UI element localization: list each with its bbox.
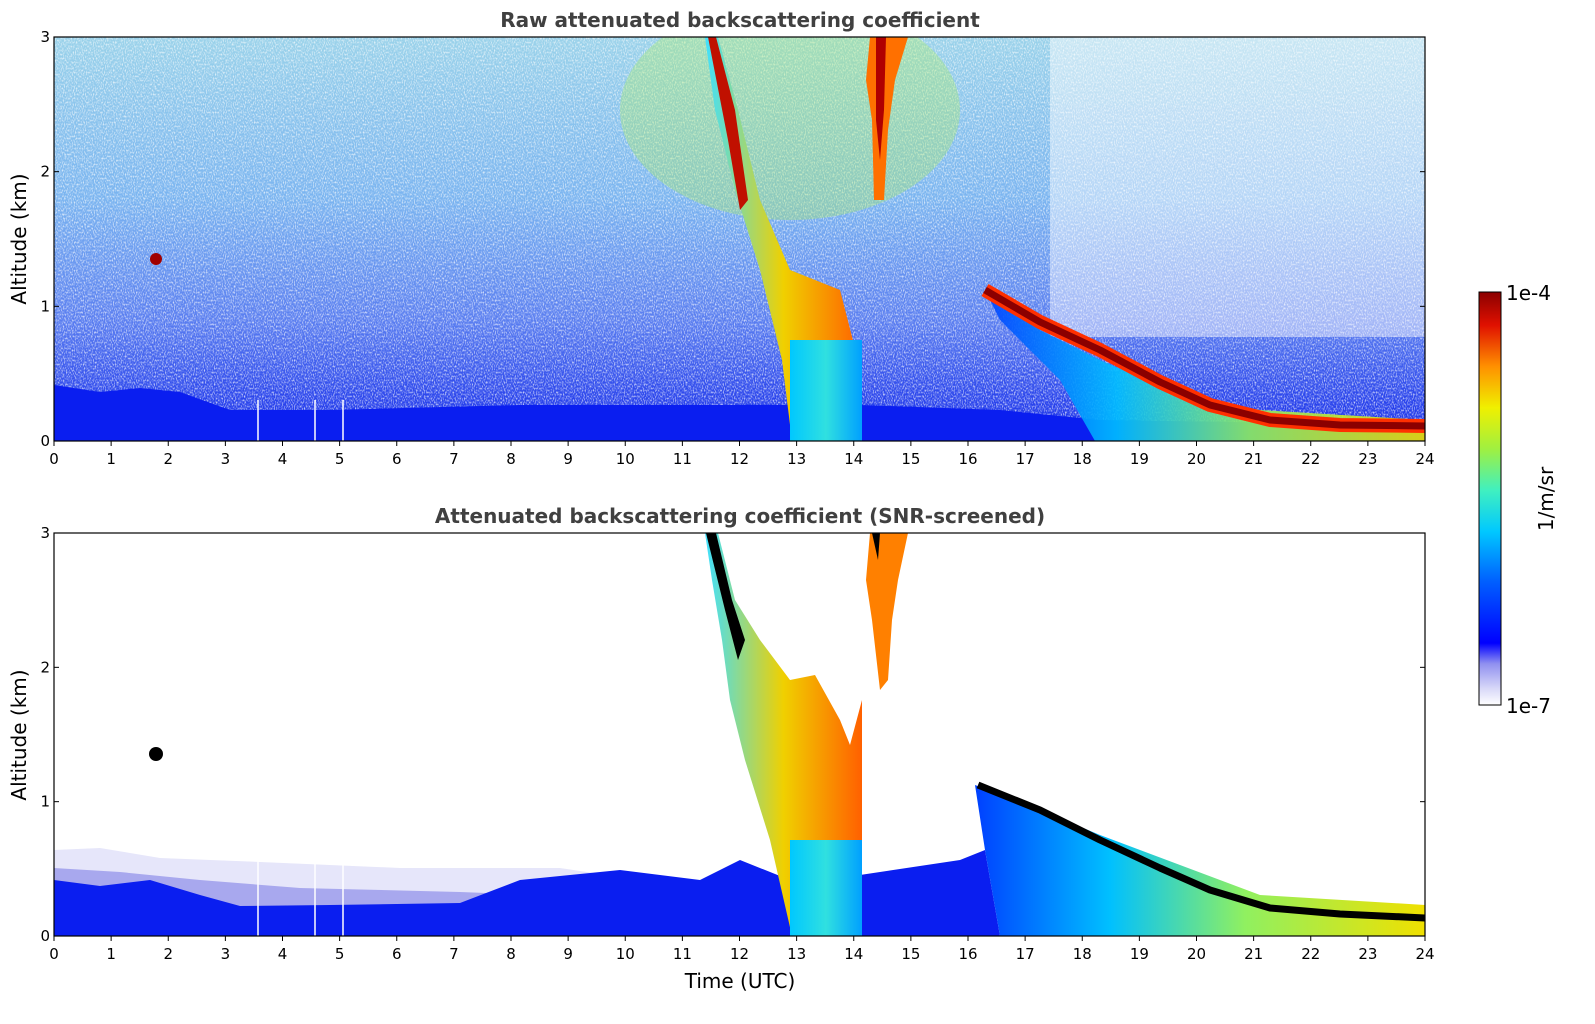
descending-layer-raw [983, 286, 1425, 430]
x-tick-label: 10 [616, 945, 635, 963]
heatmap-raw-noise [54, 37, 1425, 441]
colorbar-unit-label: 1/m/sr [1534, 466, 1558, 531]
y-tick-label: 3 [40, 28, 50, 46]
x-tick-label: 6 [392, 450, 402, 468]
x-tick-label: 19 [1130, 945, 1149, 963]
x-tick-label: 14 [844, 450, 863, 468]
cloud-plume-b-core-raw [876, 37, 886, 160]
particle-blob-raw [150, 253, 162, 265]
x-tick-label: 20 [1187, 945, 1206, 963]
axis-ticks-screened: 0 1 2 3 4 5 6 7 8 9 10 11 12 13 14 15 16 17 18 19 20 21 22 23 24… [40, 524, 1434, 963]
x-tick-label: 6 [392, 945, 402, 963]
x-tick-label: 7 [449, 450, 459, 468]
x-tick-label: 11 [673, 450, 692, 468]
x-tick-label: 0 [49, 450, 59, 468]
x-tick-label: 24 [1415, 945, 1434, 963]
x-tick-label: 11 [673, 945, 692, 963]
aerosol-layer-raw [54, 385, 1425, 441]
y-tick-label: 1 [40, 297, 50, 315]
x-tick-label: 4 [278, 450, 288, 468]
x-tick-label: 15 [901, 450, 920, 468]
x-tick-label: 13 [787, 450, 806, 468]
x-tick-label: 17 [1016, 450, 1035, 468]
colorbar-min-label: 1e-7 [1506, 694, 1551, 718]
x-tick-label: 3 [221, 450, 231, 468]
cloud-plume-core-raw [790, 340, 862, 441]
colorbar-gradient [1478, 291, 1502, 706]
y-axis-label-raw: Altitude (km) [7, 173, 31, 304]
heatmap-raw [54, 37, 1425, 441]
colorbar: 1e-4 1e-7 1/m/sr [1478, 281, 1558, 718]
panel-screened-title: Attenuated backscattering coefficient (S… [435, 504, 1045, 528]
x-tick-label: 23 [1358, 945, 1377, 963]
x-tick-label: 21 [1244, 450, 1263, 468]
panel-screened: Attenuated backscattering coefficient (S… [7, 504, 1435, 993]
x-tick-label: 2 [163, 450, 173, 468]
x-tick-label: 17 [1016, 945, 1035, 963]
descending-fan-raw [985, 290, 1425, 441]
cloud-plume-core-screened [790, 840, 862, 936]
x-tick-label: 2 [163, 945, 173, 963]
x-tick-label: 16 [958, 450, 977, 468]
x-tick-label: 9 [563, 450, 573, 468]
descending-layer-screened [976, 781, 1425, 922]
y-tick-label: 0 [40, 432, 50, 450]
axis-ticks-raw: 0 1 2 3 4 5 6 7 8 9 10 11 12 13 14 15 16 17 18 19 20 21 22 23 24… [40, 28, 1434, 468]
x-tick-label: 10 [616, 450, 635, 468]
x-tick-label: 8 [506, 945, 516, 963]
x-tick-label: 19 [1130, 450, 1149, 468]
x-tick-label: 18 [1073, 945, 1092, 963]
y-tick-label: 3 [40, 524, 50, 542]
y-tick-label: 2 [40, 658, 50, 676]
x-tick-label: 1 [106, 450, 116, 468]
x-tick-label: 12 [730, 945, 749, 963]
x-tick-label: 1 [106, 945, 116, 963]
x-tick-label: 23 [1358, 450, 1377, 468]
cloud-plume-a-edge-screened [706, 533, 745, 660]
descending-fan-screened [975, 785, 1425, 936]
y-tick-label: 1 [40, 793, 50, 811]
heatmap-screened [54, 533, 1425, 936]
x-tick-label: 24 [1415, 450, 1434, 468]
x-tick-label: 8 [506, 450, 516, 468]
x-tick-label: 16 [958, 945, 977, 963]
y-tick-label: 2 [40, 163, 50, 181]
x-tick-label: 13 [787, 945, 806, 963]
x-tick-label: 22 [1301, 450, 1320, 468]
particle-blob-screened [149, 747, 163, 761]
cloud-plume-a-core-raw [708, 37, 748, 210]
x-tick-label: 3 [221, 945, 231, 963]
panel-raw: Raw attenuated backscattering coefficien… [7, 8, 1435, 468]
x-tick-label: 12 [730, 450, 749, 468]
cloud-plume-b-edge-screened [872, 533, 880, 560]
x-tick-label: 21 [1244, 945, 1263, 963]
x-tick-label: 0 [49, 945, 59, 963]
x-tick-label: 22 [1301, 945, 1320, 963]
heatmap-raw-plume-halo [620, 37, 960, 220]
y-axis-label-screened: Altitude (km) [7, 669, 31, 800]
x-tick-label: 15 [901, 945, 920, 963]
cloud-plume-b-screened [866, 533, 908, 690]
y-tick-label: 0 [40, 927, 50, 945]
x-tick-label: 9 [563, 945, 573, 963]
colorbar-max-label: 1e-4 [1506, 281, 1551, 305]
cloud-plume-a-screened [705, 533, 862, 936]
x-tick-label: 7 [449, 945, 459, 963]
x-axis-label: Time (UTC) [684, 969, 796, 993]
panel-raw-title: Raw attenuated backscattering coefficien… [500, 8, 980, 32]
x-tick-label: 18 [1073, 450, 1092, 468]
x-tick-label: 4 [278, 945, 288, 963]
aerosol-layer-screened [54, 850, 1000, 936]
x-tick-label: 5 [335, 450, 345, 468]
x-tick-label: 5 [335, 945, 345, 963]
x-tick-label: 20 [1187, 450, 1206, 468]
x-tick-label: 14 [844, 945, 863, 963]
